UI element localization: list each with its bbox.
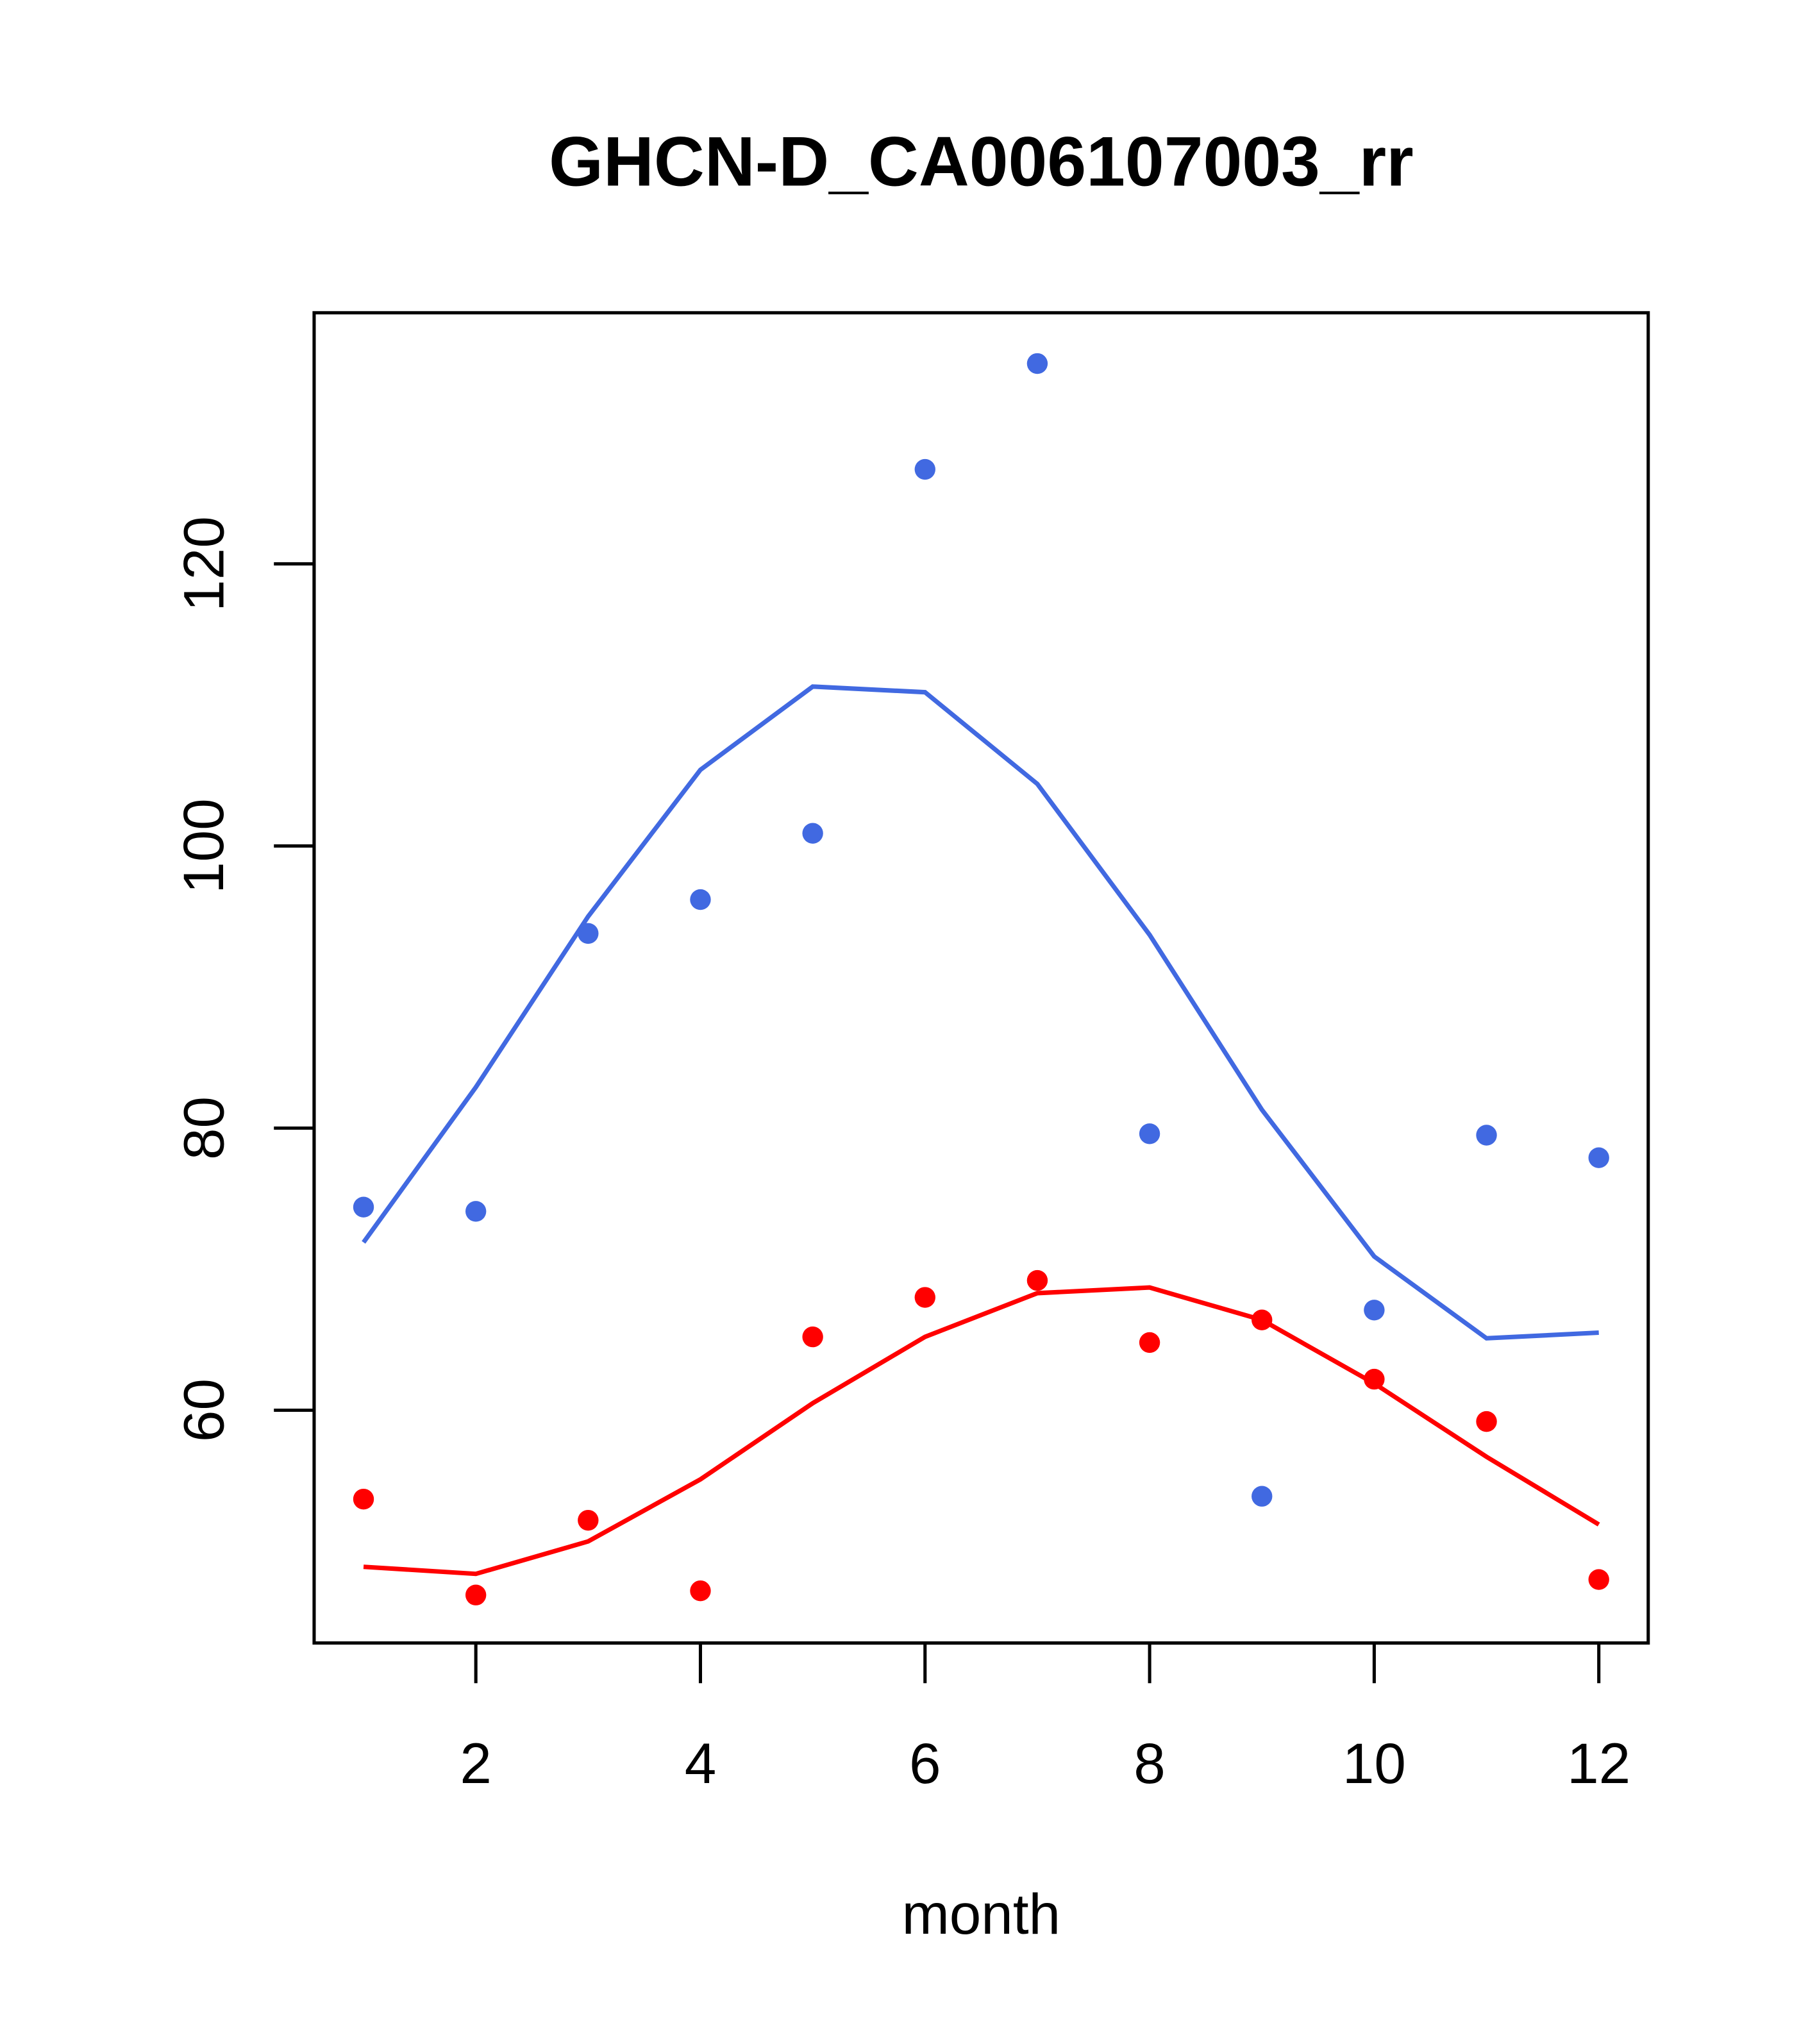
- blue-points-point: [802, 823, 823, 844]
- x-tick-label: 2: [460, 1731, 492, 1795]
- x-tick-label: 6: [909, 1731, 941, 1795]
- x-tick-label: 4: [685, 1731, 717, 1795]
- blue-points-point: [690, 889, 711, 910]
- blue-points-point: [1364, 1300, 1385, 1321]
- red-points-point: [353, 1488, 374, 1510]
- blue-points-point: [353, 1196, 374, 1218]
- plot-frame: [312, 311, 1650, 1645]
- blue-points-point: [1139, 1123, 1160, 1144]
- x-tick-label: 10: [1343, 1731, 1406, 1795]
- blue-line-series: [362, 684, 1599, 1341]
- x-tick-label: 12: [1567, 1731, 1630, 1795]
- x-axis: 2 4 6 8 10 12: [460, 1641, 1630, 1795]
- red-points-point: [1026, 1269, 1048, 1291]
- red-points-point: [578, 1509, 599, 1531]
- y-tick-label: 120: [171, 516, 235, 612]
- blue-points-point: [1588, 1147, 1609, 1168]
- red-points-point: [802, 1326, 823, 1348]
- y-axis: 60 80 100 120: [171, 516, 316, 1442]
- red-points-point: [1588, 1569, 1609, 1590]
- x-tick-label: 8: [1134, 1731, 1166, 1795]
- red-points-point: [1139, 1332, 1160, 1353]
- red-points-point: [1476, 1411, 1497, 1432]
- y-tick-label: 80: [171, 1096, 235, 1160]
- red-line-series: [363, 1285, 1600, 1577]
- red-points-point: [914, 1287, 935, 1308]
- blue-points-point: [1026, 353, 1048, 374]
- y-tick-label: 100: [171, 798, 235, 894]
- blue-points-point: [1476, 1125, 1497, 1146]
- plot-marks: [353, 353, 1609, 1605]
- blue-points-point: [1252, 1486, 1273, 1507]
- red-points-point: [690, 1580, 711, 1602]
- chart-title: GHCN-D_CA006107003_rr: [549, 122, 1414, 201]
- blue-points-point: [914, 458, 935, 480]
- y-tick-label: 60: [171, 1378, 235, 1442]
- red-points-point: [465, 1584, 487, 1605]
- blue-points-point: [465, 1201, 487, 1222]
- x-axis-label: month: [902, 1882, 1061, 1946]
